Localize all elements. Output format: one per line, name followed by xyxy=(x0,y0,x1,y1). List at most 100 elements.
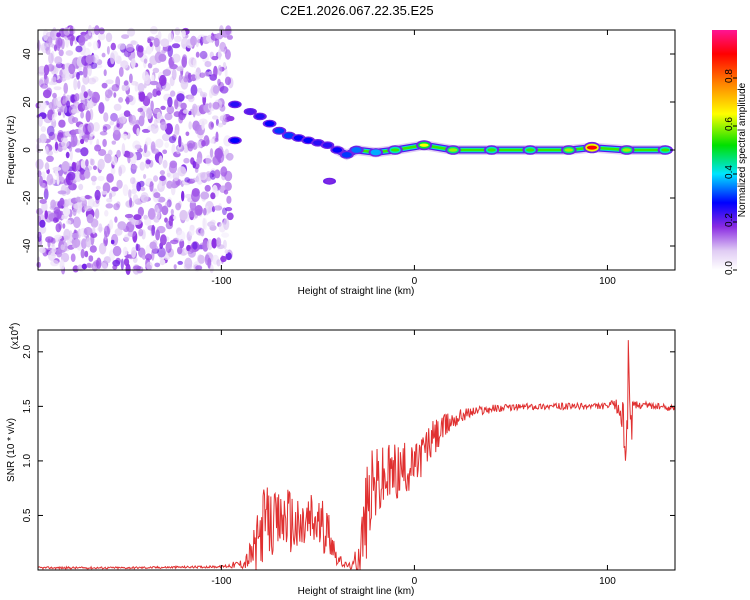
signal-blob-core xyxy=(586,145,598,150)
noise-blob xyxy=(214,148,223,160)
noise-blob xyxy=(166,172,171,178)
snr-x-ticks: -100 0 100 xyxy=(211,330,616,587)
noise-blob xyxy=(73,78,78,91)
noise-blob xyxy=(217,122,224,128)
noise-blob xyxy=(204,71,210,77)
noise-blob xyxy=(204,184,211,192)
noise-blob xyxy=(201,120,205,131)
noise-blob xyxy=(152,67,160,74)
noise-blob xyxy=(224,249,229,255)
noise-blob xyxy=(80,160,85,169)
signal-blob-inner xyxy=(293,135,304,141)
noise-blob xyxy=(165,241,172,254)
snr-series-line xyxy=(37,340,676,571)
noise-blob xyxy=(117,221,127,231)
noise-blob xyxy=(183,157,190,164)
noise-blob xyxy=(156,90,162,96)
noise-blob xyxy=(149,41,153,47)
noise-blob xyxy=(110,42,117,51)
x-tick-label: 100 xyxy=(599,576,616,587)
colorbar: 0.0 0.2 0.4 0.6 0.8 Normalized spectral ampl… xyxy=(712,30,748,275)
x-tick-label: 100 xyxy=(599,276,616,287)
noise-blob xyxy=(83,205,93,212)
noise-blob xyxy=(167,45,173,58)
noise-blob xyxy=(63,199,69,210)
colorbar-tick-label: 0.6 xyxy=(724,117,735,131)
noise-blob xyxy=(118,67,124,77)
noise-blob xyxy=(98,242,107,255)
noise-blob xyxy=(222,207,227,216)
noise-blob xyxy=(170,90,176,97)
noise-blob xyxy=(72,208,77,217)
noise-blob xyxy=(113,203,120,211)
noise-blob xyxy=(208,70,214,75)
noise-blob xyxy=(195,265,203,271)
noise-blob xyxy=(121,34,130,39)
noise-blob xyxy=(136,181,142,192)
noise-blob xyxy=(183,76,189,83)
noise-blob xyxy=(91,54,100,63)
noise-blob xyxy=(52,92,57,99)
noise-blob xyxy=(59,259,65,271)
noise-blob xyxy=(109,219,114,230)
noise-blob xyxy=(73,238,81,248)
snr-y-ticks: 0.5 1.0 1.5 2.0 xyxy=(22,344,675,522)
noise-blob xyxy=(48,81,55,86)
noise-blob xyxy=(185,131,190,137)
noise-blob xyxy=(85,54,94,65)
noise-blob xyxy=(184,177,190,183)
noise-blob xyxy=(110,112,118,122)
noise-blob xyxy=(88,255,94,262)
noise-blob xyxy=(195,51,200,58)
spectrogram-x-label: Height of straight line (km) xyxy=(298,286,415,297)
noise-blob xyxy=(217,64,222,76)
noise-blob xyxy=(179,209,188,221)
noise-blob xyxy=(113,92,117,98)
signal-blob-inner xyxy=(370,149,382,156)
noise-blob xyxy=(97,158,105,171)
noise-blob xyxy=(76,160,81,170)
noise-blob xyxy=(57,108,64,113)
noise-blob xyxy=(175,202,182,211)
signal-blob-core xyxy=(487,148,496,152)
noise-blob xyxy=(167,32,174,43)
noise-blob xyxy=(212,85,220,94)
noise-blob xyxy=(130,177,136,185)
noise-blob xyxy=(114,228,123,236)
noise-blob xyxy=(82,74,90,85)
noise-blob xyxy=(63,82,68,94)
noise-blob xyxy=(131,246,137,259)
noise-blob xyxy=(67,171,76,181)
noise-blob xyxy=(44,162,50,171)
noise-blob xyxy=(63,178,71,186)
signal-blob-core xyxy=(526,148,535,152)
noise-blob xyxy=(66,100,71,109)
noise-blob xyxy=(46,125,55,137)
noise-blob xyxy=(71,233,79,239)
noise-blob xyxy=(142,50,147,55)
noise-blob xyxy=(77,80,81,90)
x-tick-label: -100 xyxy=(211,576,231,587)
noise-blob xyxy=(94,144,102,152)
noise-blob xyxy=(130,114,137,125)
noise-blob xyxy=(105,203,114,209)
noise-blob xyxy=(145,244,151,254)
noise-blob xyxy=(90,232,98,239)
noise-blob xyxy=(202,207,207,216)
y-tick-label: 20 xyxy=(22,96,33,108)
noise-blob xyxy=(160,38,170,47)
noise-blob xyxy=(191,190,200,202)
noise-blob xyxy=(80,111,84,119)
noise-blob xyxy=(167,96,173,108)
noise-blob xyxy=(162,69,171,77)
noise-blob xyxy=(39,175,43,187)
noise-blob xyxy=(69,25,74,37)
noise-blob xyxy=(102,126,108,133)
signal-blob-core xyxy=(564,148,574,152)
noise-blob xyxy=(216,237,222,248)
noise-blob xyxy=(103,256,111,264)
noise-blob xyxy=(72,134,78,147)
noise-blob xyxy=(39,219,46,228)
noise-blob xyxy=(222,62,227,69)
